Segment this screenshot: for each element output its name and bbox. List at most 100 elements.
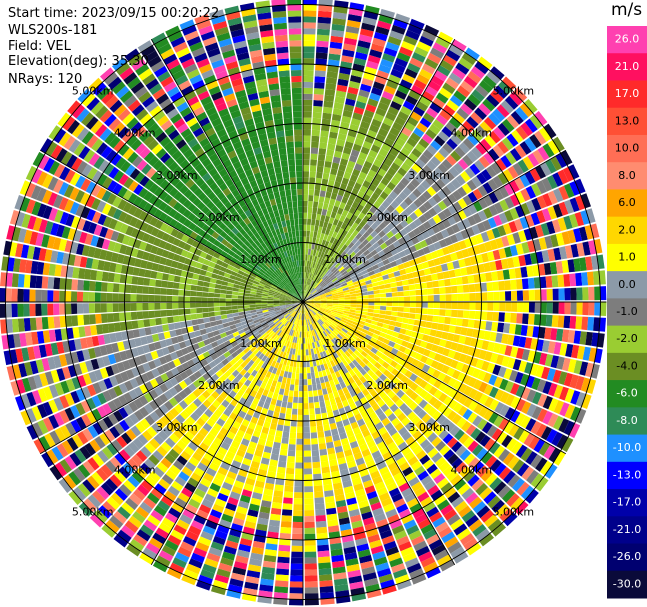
velocity-gate — [399, 79, 413, 90]
velocity-gate — [363, 365, 371, 373]
velocity-gate — [315, 263, 320, 270]
velocity-gate — [408, 336, 417, 344]
velocity-gate — [303, 355, 307, 362]
velocity-gate — [287, 396, 293, 403]
velocity-gate — [368, 294, 375, 299]
velocity-gate — [539, 314, 547, 326]
velocity-gate — [446, 226, 455, 236]
velocity-gate — [445, 309, 452, 317]
velocity-gate — [389, 127, 401, 137]
velocity-gate — [307, 218, 312, 225]
velocity-gate — [357, 323, 365, 329]
velocity-gate — [393, 172, 404, 182]
velocity-gate — [303, 212, 308, 219]
velocity-gate — [505, 291, 512, 301]
velocity-gate — [415, 307, 422, 314]
velocity-gate — [219, 306, 227, 311]
velocity-gate — [312, 282, 317, 288]
velocity-gate — [385, 345, 394, 352]
velocity-gate — [485, 321, 493, 331]
velocity-gate — [237, 305, 244, 309]
velocity-gate — [459, 466, 472, 478]
velocity-gate — [541, 340, 550, 353]
velocity-gate — [449, 95, 463, 107]
velocity-gate — [386, 297, 393, 302]
velocity-gate — [375, 407, 384, 417]
velocity-gate — [423, 443, 435, 454]
velocity-gate — [314, 225, 319, 233]
velocity-gate — [432, 315, 440, 323]
velocity-gate — [309, 231, 314, 238]
velocity-gate — [439, 59, 454, 72]
velocity-gate — [429, 102, 442, 114]
velocity-gate — [303, 242, 306, 249]
velocity-gate — [219, 302, 226, 307]
velocity-gate — [360, 285, 367, 290]
velocity-gate — [461, 275, 469, 285]
velocity-gate — [308, 402, 315, 409]
velocity-gate — [334, 200, 341, 208]
velocity-gate — [489, 331, 497, 342]
velocity-gate — [340, 268, 347, 274]
velocity-gate — [416, 101, 429, 112]
velocity-gate — [430, 468, 442, 480]
velocity-gate — [428, 396, 438, 406]
velocity-gate — [347, 269, 355, 275]
velocity-gate — [444, 316, 451, 325]
velocity-gate — [510, 383, 520, 395]
velocity-gate — [324, 289, 331, 294]
velocity-gate — [311, 135, 320, 143]
velocity-gate — [324, 268, 329, 275]
velocity-gate — [365, 253, 373, 260]
velocity-gate — [294, 384, 299, 392]
velocity-gate — [314, 70, 326, 77]
velocity-gate — [303, 87, 313, 94]
velocity-gate — [416, 332, 424, 340]
velocity-gate — [375, 133, 386, 143]
velocity-gate — [336, 84, 348, 93]
velocity-gate — [308, 390, 313, 397]
velocity-gate — [552, 136, 565, 152]
velocity-gate — [565, 343, 574, 358]
velocity-gate — [553, 342, 562, 355]
velocity-gate — [461, 183, 472, 194]
velocity-gate — [515, 385, 526, 398]
velocity-gate — [306, 224, 311, 231]
velocity-gate — [346, 319, 353, 324]
velocity-gate — [204, 276, 211, 283]
velocity-gate — [505, 151, 517, 165]
velocity-gate — [437, 200, 448, 211]
velocity-gate — [409, 382, 419, 392]
velocity-gate — [278, 460, 287, 468]
velocity-gate — [375, 350, 383, 358]
velocity-gate — [416, 74, 430, 85]
velocity-gate — [437, 163, 449, 174]
velocity-gate — [303, 153, 310, 160]
velocity-gate — [310, 287, 315, 293]
velocity-gate — [400, 274, 408, 281]
velocity-gate — [456, 528, 471, 541]
velocity-gate — [447, 193, 458, 204]
velocity-gate — [486, 229, 495, 241]
velocity-gate — [350, 307, 357, 310]
velocity-gate — [451, 293, 458, 302]
velocity-gate — [532, 326, 540, 338]
velocity-gate — [59, 303, 66, 315]
velocity-gate — [451, 413, 462, 425]
velocity-gate — [508, 221, 518, 233]
velocity-gate — [313, 268, 318, 275]
velocity-gate — [307, 285, 311, 292]
velocity-gate — [332, 279, 339, 284]
velocity-gate — [525, 118, 538, 133]
velocity-gate — [342, 272, 350, 278]
velocity-gate — [525, 418, 537, 432]
velocity-gate — [303, 183, 309, 190]
velocity-gate — [537, 146, 550, 161]
velocity-gate — [160, 295, 167, 302]
velocity-gate — [418, 169, 429, 180]
velocity-gate — [308, 195, 314, 202]
velocity-gate — [436, 65, 451, 77]
velocity-gate — [328, 316, 334, 322]
velocity-gate — [363, 337, 370, 344]
velocity-gate — [339, 202, 346, 210]
